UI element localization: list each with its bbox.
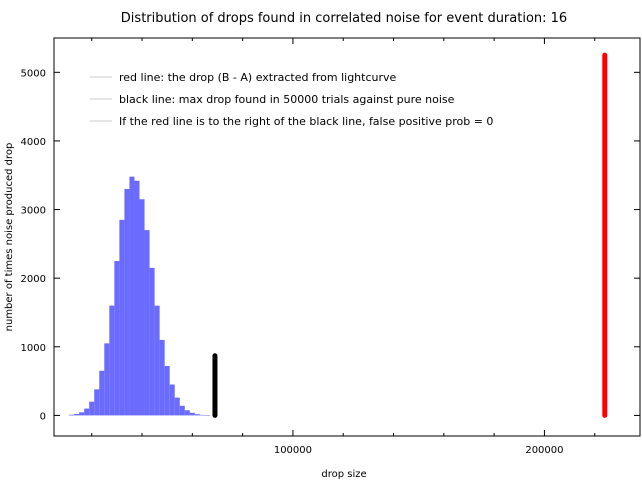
y-tick-label: 4000 — [21, 137, 46, 148]
histogram-bar — [184, 410, 190, 416]
histogram-bar — [129, 176, 135, 416]
histogram-bar — [159, 339, 165, 416]
histogram-bar — [109, 305, 115, 416]
histogram-bar — [74, 414, 80, 416]
x-axis-label: drop size — [321, 469, 366, 480]
histogram-bar — [84, 408, 90, 416]
histogram-bar — [194, 414, 200, 416]
x-tick-label: 200000 — [525, 445, 563, 456]
y-axis-ticks: 0 1000 2000 3000 4000 5000 — [21, 68, 640, 422]
histogram-bar — [149, 267, 155, 416]
x-tick-label: 100000 — [274, 445, 312, 456]
histogram-bar — [169, 384, 175, 416]
histogram-bar — [79, 412, 85, 416]
histogram-bar — [204, 415, 210, 416]
y-axis-label: number of times noise produced drop — [4, 143, 15, 332]
histogram-bar — [119, 219, 125, 416]
histogram-bar — [174, 397, 180, 416]
histogram-bar — [134, 180, 140, 416]
histogram-bar — [89, 401, 95, 416]
histogram-bar — [179, 405, 185, 416]
histogram-bar — [69, 414, 75, 416]
histogram-bar — [189, 412, 195, 416]
y-tick-label: 3000 — [21, 206, 46, 217]
plot-area: 100000 200000 0 1000 2000 3000 4000 5000 red l… — [21, 37, 641, 456]
histogram-bar — [124, 188, 130, 416]
histogram-bar — [164, 366, 170, 416]
histogram-bar — [99, 370, 105, 416]
histogram-bar — [104, 343, 110, 416]
y-tick-label: 0 — [40, 411, 46, 422]
histogram-bars — [69, 176, 210, 416]
histogram-bar — [144, 230, 150, 416]
legend: red line: the drop (B - A) extracted fro… — [90, 71, 493, 128]
legend-entry: If the red line is to the right of the b… — [119, 115, 493, 128]
histogram-bar — [139, 199, 145, 416]
plot-frame — [53, 37, 641, 437]
histogram-bar — [114, 261, 120, 416]
marker-lines — [212, 52, 608, 418]
y-tick-label: 1000 — [21, 343, 46, 354]
legend-entry: black line: max drop found in 50000 tria… — [119, 93, 455, 106]
histogram-bar — [154, 305, 160, 416]
chart-title: Distribution of drops found in correlate… — [121, 11, 567, 26]
histogram-bar — [199, 414, 205, 416]
histogram-bar — [94, 389, 100, 416]
y-tick-label: 2000 — [21, 274, 46, 285]
y-tick-label: 5000 — [21, 68, 46, 79]
legend-entry: red line: the drop (B - A) extracted fro… — [119, 71, 397, 84]
x-axis-ticks: 100000 200000 — [91, 38, 596, 456]
